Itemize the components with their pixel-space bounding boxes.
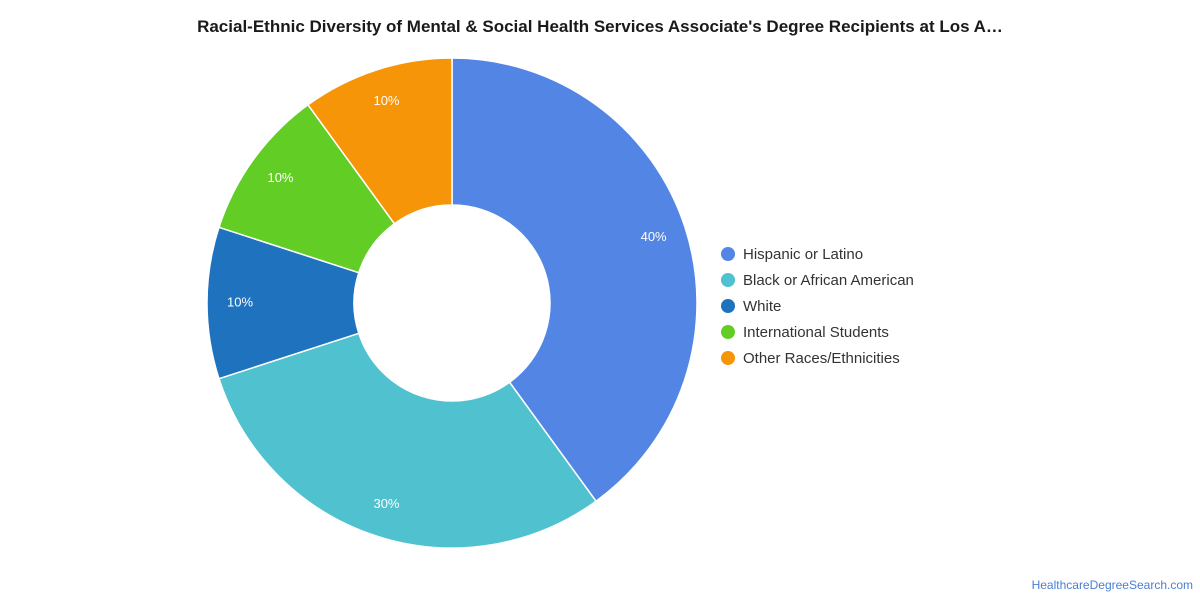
legend-label: Other Races/Ethnicities (743, 349, 900, 367)
slice-other-races-ethnicities[interactable] (306, 57, 453, 225)
slice-label-white: 10% (227, 294, 253, 309)
slice-hispanic-or-latino[interactable] (451, 57, 698, 503)
legend-swatch-icon (721, 325, 735, 339)
legend-swatch-icon (721, 247, 735, 261)
legend-item-other-races-ethnicities[interactable]: Other Races/Ethnicities (721, 345, 914, 371)
legend-label: Black or African American (743, 271, 914, 289)
legend-item-white[interactable]: White (721, 293, 914, 319)
slice-label-other-races-ethnicities: 10% (373, 93, 399, 108)
legend-item-hispanic-or-latino[interactable]: Hispanic or Latino (721, 241, 914, 267)
legend-label: White (743, 297, 782, 315)
legend-swatch-icon (721, 273, 735, 287)
legend-label: Hispanic or Latino (743, 245, 864, 263)
source-link[interactable]: HealthcareDegreeSearch.com (1031, 578, 1193, 592)
legend-label: International Students (743, 323, 889, 341)
legend-swatch-icon (721, 351, 735, 365)
slice-black-or-african-american[interactable] (218, 332, 598, 549)
chart-legend: Hispanic or Latino Black or African Ameri… (721, 241, 914, 371)
legend-item-black-or-african-american[interactable]: Black or African American (721, 267, 914, 293)
legend-swatch-icon (721, 299, 735, 313)
chart-title: Racial-Ethnic Diversity of Mental & Soci… (197, 17, 1003, 36)
legend-item-international-students[interactable]: International Students (721, 319, 914, 345)
slice-label-international-students: 10% (267, 170, 293, 185)
slice-label-hispanic-or-latino: 40% (641, 229, 667, 244)
slice-label-black-or-african-american: 30% (373, 496, 399, 511)
